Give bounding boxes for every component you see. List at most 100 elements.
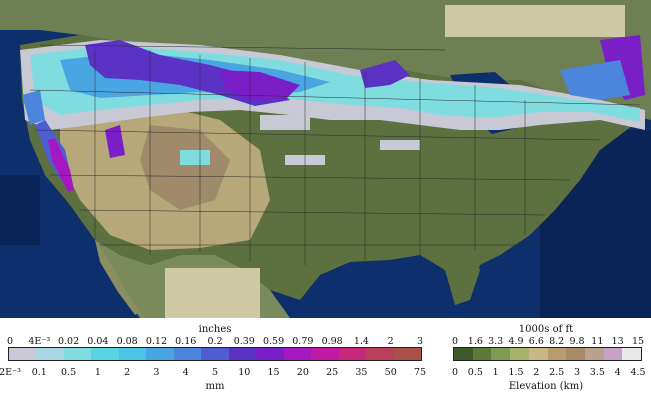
elev-color-bar (453, 347, 642, 361)
precip-inch-tick-label: 4E⁻³ (28, 336, 51, 347)
precip-mm-tick-label: 75 (413, 367, 427, 378)
precip-mm-tick-label: 10 (238, 367, 251, 378)
color-swatch (311, 348, 339, 360)
precip-legend-title-mm: mm (205, 381, 225, 392)
elev-km-tick-label: 3.5 (589, 367, 605, 378)
color-swatch (393, 348, 422, 360)
sierra-heavy-snow (48, 138, 74, 192)
precip-inch-tick-label: 0.2 (207, 336, 223, 347)
precip-mm-tick-label: 4 (182, 367, 189, 378)
ocean-deep-block (0, 175, 40, 245)
color-swatch (118, 348, 147, 360)
rocky-mountains (140, 125, 230, 210)
precip-mm-tick-label: 35 (355, 367, 368, 378)
elev-km-tick-label: 1.5 (508, 367, 524, 378)
color-swatch (173, 348, 202, 360)
snow-patch (180, 150, 210, 165)
color-swatch (566, 348, 585, 360)
elev-ft-tick-label: 15 (631, 336, 645, 347)
color-swatch (491, 348, 511, 360)
mexico-masked-area (165, 268, 260, 318)
snowfall-map (0, 0, 651, 318)
elev-km-tick-label: 4.5 (630, 367, 646, 378)
color-swatch (547, 348, 567, 360)
color-swatch (201, 348, 229, 360)
elev-km-tick-label: 2 (533, 367, 540, 378)
precip-inch-tick-label: 1.4 (353, 336, 369, 347)
state-line (49, 174, 571, 181)
color-swatch (454, 348, 473, 360)
florida-land (430, 250, 480, 302)
precip-mm-tick-label: 1 (94, 367, 101, 378)
precip-inch-tick-label: 0.39 (233, 336, 255, 347)
precip-mm-tick-label: 0.5 (61, 367, 77, 378)
precip-mm-tick-label: 50 (384, 367, 397, 378)
precip-inch-tick-label: 2 (387, 336, 394, 347)
color-swatch (228, 348, 257, 360)
state-boundaries (29, 44, 641, 265)
elev-km-tick-label: 0 (451, 367, 459, 378)
color-swatch (36, 348, 64, 360)
color-swatch (528, 348, 548, 360)
snow-patch (260, 115, 310, 130)
color-swatch (283, 348, 312, 360)
elev-ft-tick-label: 13 (611, 336, 624, 347)
color-swatch (584, 348, 604, 360)
elev-km-tick-label: 0.5 (467, 367, 483, 378)
elev-legend-title-ft: 1000s of ft (518, 324, 574, 335)
color-swatch (366, 348, 394, 360)
elev-ft-tick-label: 0 (451, 336, 459, 347)
cascades-snow (22, 90, 45, 125)
precip-color-bar (8, 347, 422, 361)
color-swatch (146, 348, 174, 360)
precip-legend-title-inches: inches (198, 324, 232, 335)
elev-km-tick-label: 4 (614, 367, 621, 378)
utah-snow (105, 125, 125, 158)
precip-inch-tick-label: 0.16 (175, 336, 197, 347)
precip-mm-tick-label: 3 (153, 367, 160, 378)
precip-inch-tick-label: 3 (416, 336, 424, 347)
precip-mm-tick-label: 15 (267, 367, 280, 378)
heavy-snow-new-england (560, 60, 630, 100)
color-swatch (63, 348, 92, 360)
elev-ft-tick-label: 11 (591, 336, 604, 347)
elev-ft-tick-label: 4.9 (508, 336, 524, 347)
color-swatch (9, 348, 37, 360)
precip-mm-tick-label: 0.1 (31, 367, 47, 378)
color-swatch (338, 348, 367, 360)
precip-inch-tick-label: 0.98 (321, 336, 343, 347)
state-line (79, 209, 546, 216)
elev-km-tick-label: 2.5 (549, 367, 565, 378)
precip-inch-tick-label: 0.59 (262, 336, 285, 347)
precip-mm-tick-label: 20 (296, 367, 309, 378)
color-swatch (510, 348, 529, 360)
elev-legend-title-km: Elevation (km) (508, 381, 584, 392)
elev-ft-tick-label: 9.8 (569, 336, 585, 347)
north-masked-area (445, 5, 625, 37)
precip-inch-tick-label: 0.04 (87, 336, 109, 347)
color-swatch (256, 348, 284, 360)
state-line (34, 129, 601, 141)
precip-inch-tick-label: 0.08 (116, 336, 138, 347)
elev-km-tick-label: 1 (492, 367, 499, 378)
color-swatch (622, 348, 642, 360)
precip-mm-tick-label: 2 (124, 367, 131, 378)
precip-mm-tick-label: 2E⁻³ (0, 367, 21, 378)
elev-ft-tick-label: 6.6 (528, 336, 544, 347)
heavy-snow-plains (220, 70, 300, 100)
precip-inch-tick-label: 0.12 (145, 336, 167, 347)
elev-ft-tick-label: 3.3 (488, 336, 504, 347)
state-line (29, 89, 641, 106)
elev-ft-tick-label: 8.2 (549, 336, 565, 347)
precip-inch-tick-label: 0.79 (292, 336, 314, 347)
heavy-snow-northeast (600, 35, 645, 100)
border-49th-parallel (39, 44, 446, 51)
snow-patch (380, 140, 420, 150)
color-swatch (91, 348, 119, 360)
precip-mm-tick-label: 25 (326, 367, 339, 378)
precip-inch-tick-label: 0 (6, 336, 14, 347)
precip-mm-tick-label: 5 (211, 367, 219, 378)
color-swatch (472, 348, 492, 360)
elev-km-tick-label: 3 (573, 367, 581, 378)
baja-land (95, 240, 140, 315)
